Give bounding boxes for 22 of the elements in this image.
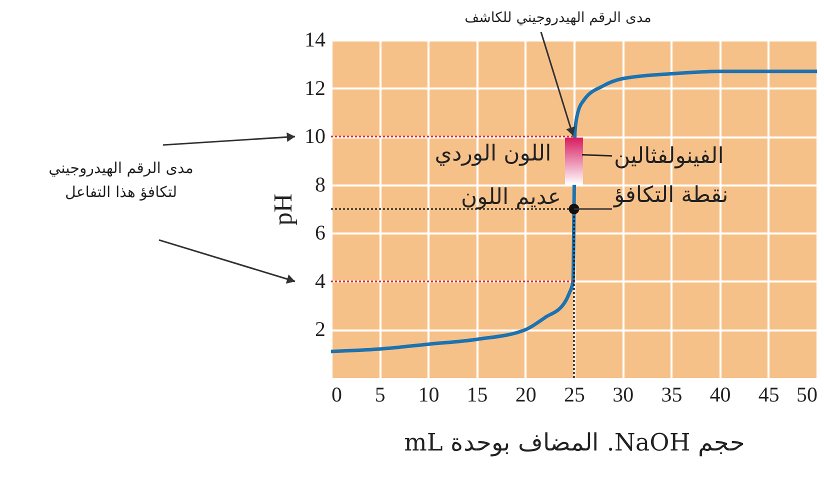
y-tick-label: 6	[315, 220, 326, 245]
x-tick-label: 10	[418, 382, 440, 406]
x-tick-label: 50	[796, 382, 818, 406]
y-tick-label: 12	[304, 76, 326, 100]
x-tick-label: 30	[612, 382, 634, 406]
x-tick-label: 25	[564, 382, 585, 406]
x-tick-label: 0	[332, 382, 342, 406]
y-tick-label: 10	[304, 124, 326, 148]
x-tick-label: 35	[661, 382, 682, 406]
x-tick-label: 5	[374, 382, 386, 406]
y-tick-label: 4	[315, 268, 326, 293]
x-tick-label: 15	[466, 382, 488, 406]
annotation: مدى الرقم الهيدروجيني للكاشف	[464, 10, 652, 26]
x-tick-label: 20	[515, 382, 536, 406]
y-tick-label: 2	[315, 317, 326, 342]
y-axis-title: pH	[268, 193, 298, 226]
text: مدى الرقم الهيدروجيني لتكافؤ هذا التفاعل	[48, 159, 194, 201]
x-axis-title: حجم NaOH. المضاف بوحدة mL	[404, 428, 745, 456]
x-tick-label: 40	[710, 382, 731, 406]
y-tick-label: 14	[304, 28, 326, 52]
x-tick-label: 45	[758, 382, 780, 406]
y-tick-label: 8	[315, 172, 326, 196]
